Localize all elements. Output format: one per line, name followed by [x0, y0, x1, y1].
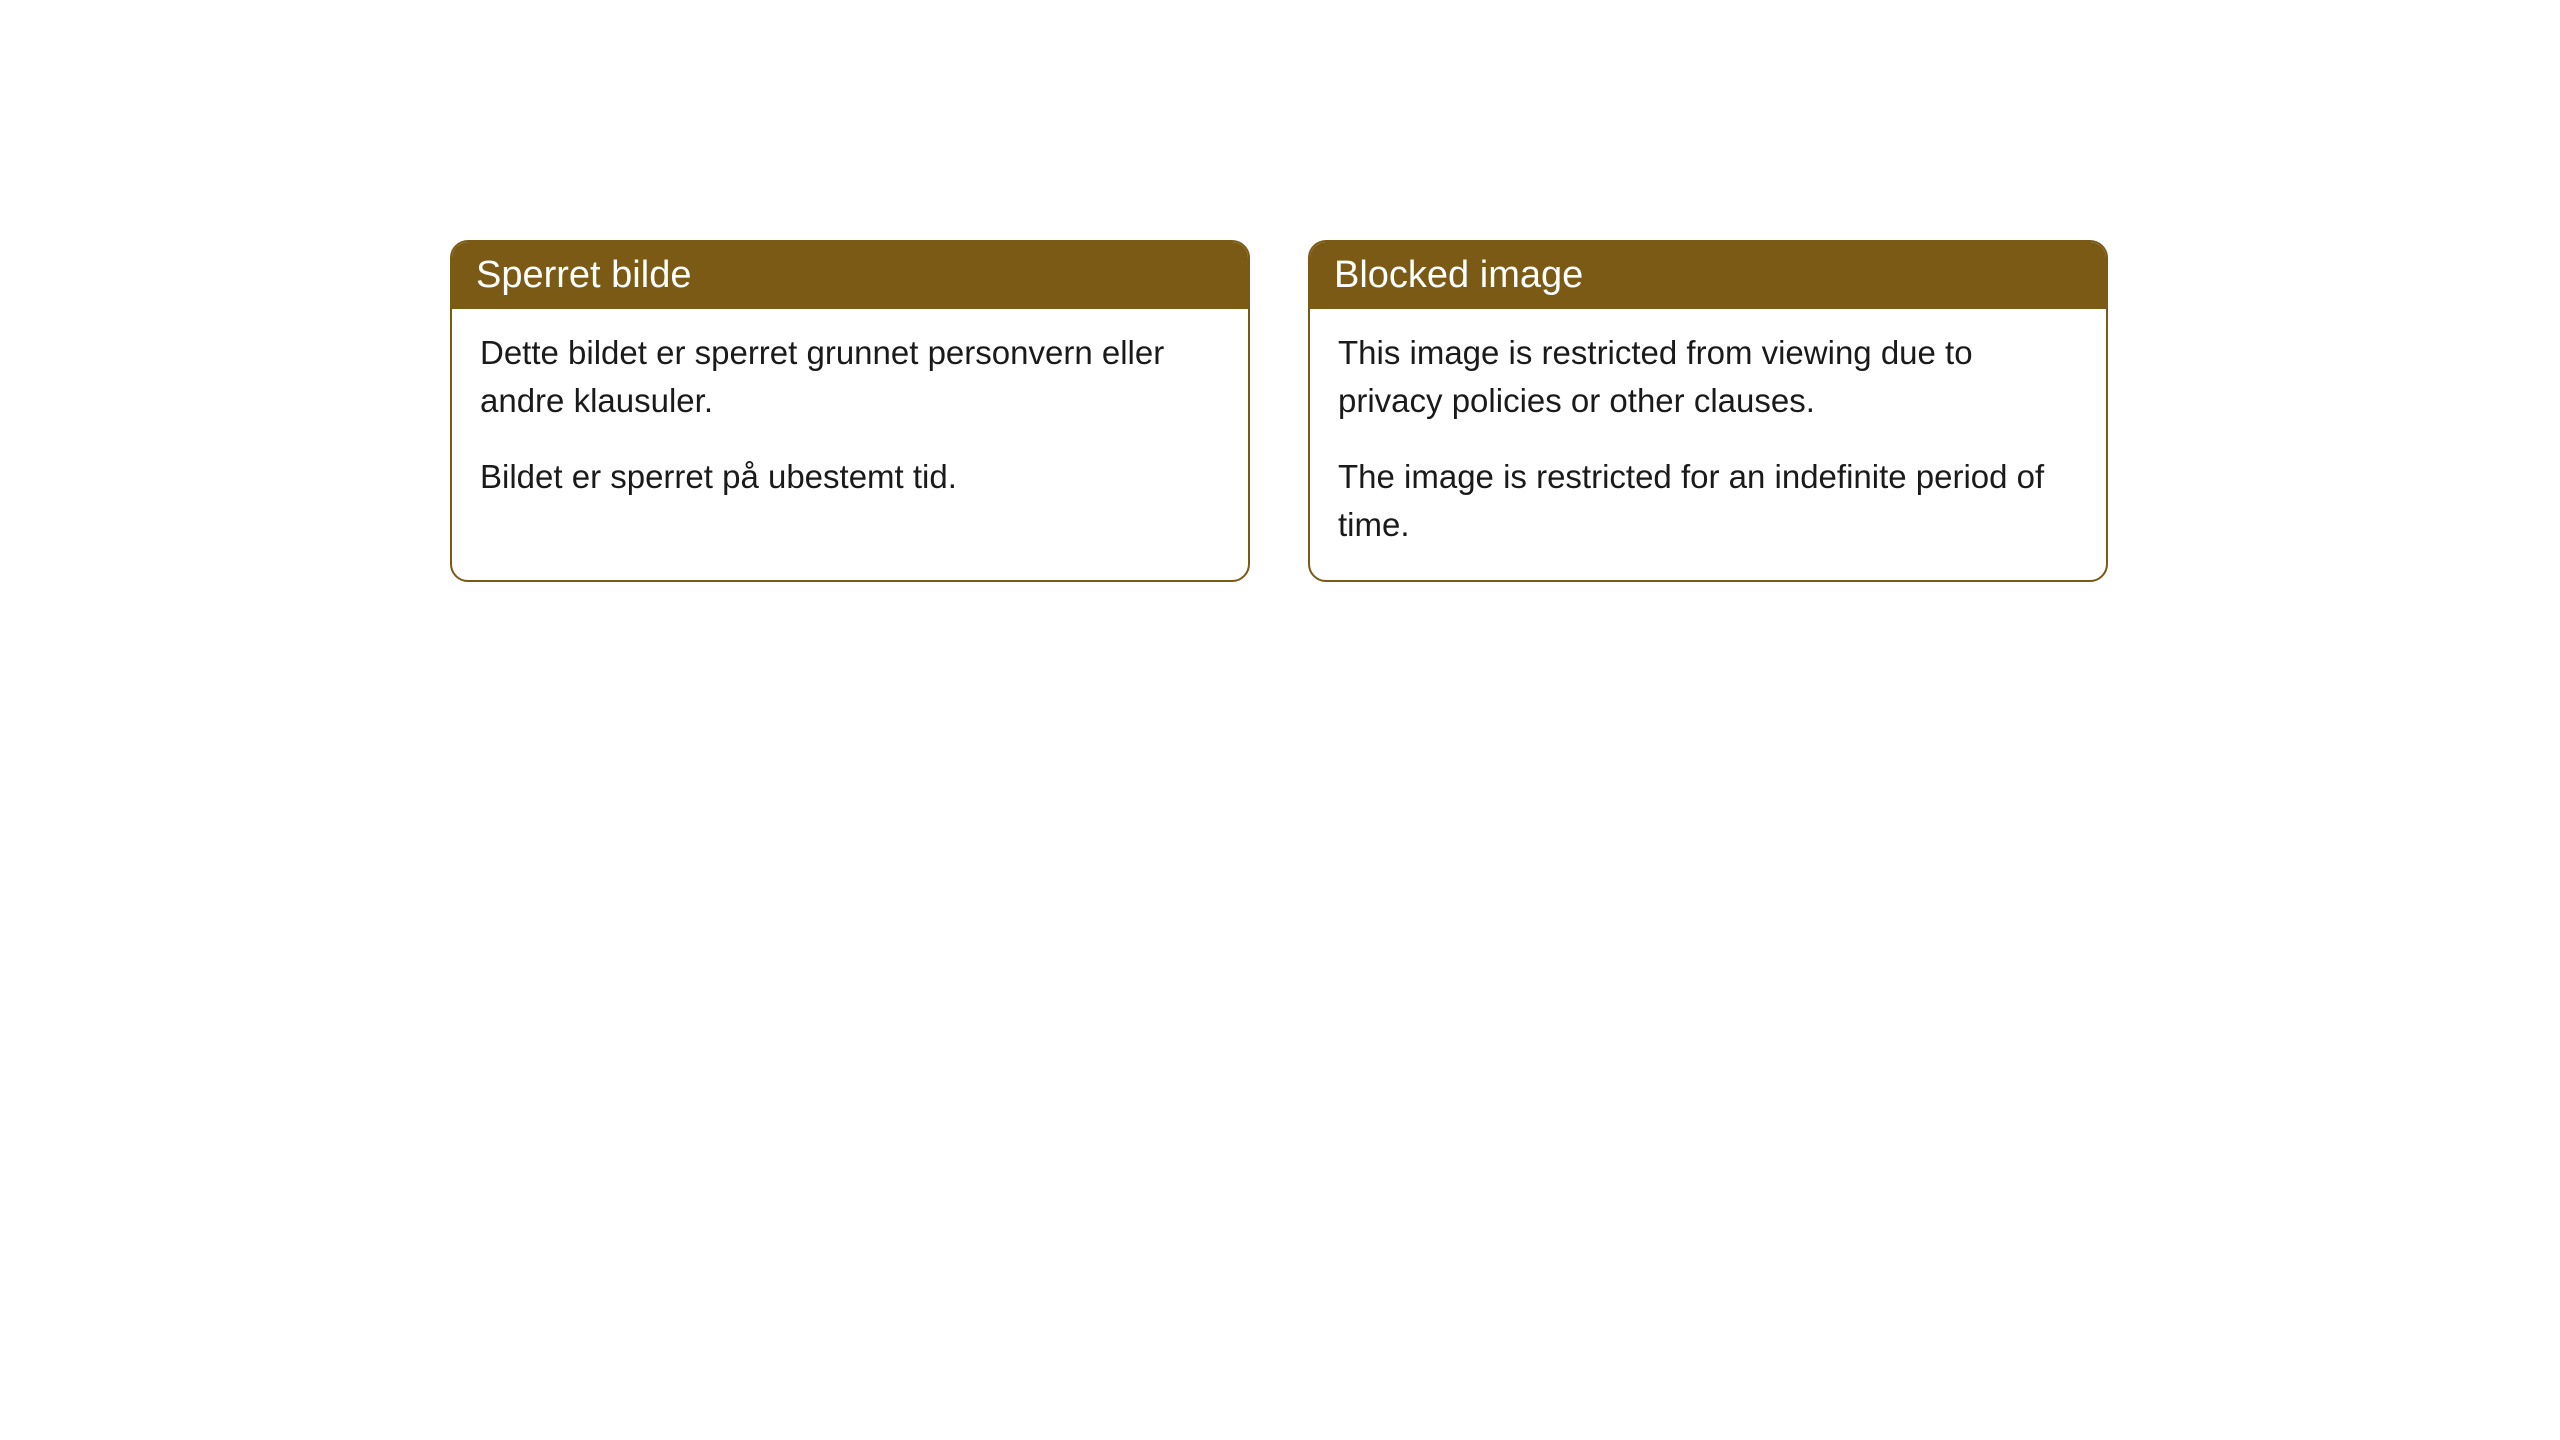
notice-cards-container: Sperret bilde Dette bildet er sperret gr… [450, 240, 2560, 582]
card-paragraph: Bildet er sperret på ubestemt tid. [480, 453, 1220, 501]
card-title: Sperret bilde [476, 254, 691, 296]
card-title: Blocked image [1334, 254, 1583, 296]
card-body: Dette bildet er sperret grunnet personve… [452, 309, 1248, 533]
card-paragraph: The image is restricted for an indefinit… [1338, 453, 2078, 549]
card-paragraph: This image is restricted from viewing du… [1338, 329, 2078, 425]
notice-card-english: Blocked image This image is restricted f… [1308, 240, 2108, 582]
notice-card-norwegian: Sperret bilde Dette bildet er sperret gr… [450, 240, 1250, 582]
card-header: Blocked image [1310, 242, 2106, 309]
card-body: This image is restricted from viewing du… [1310, 309, 2106, 580]
card-header: Sperret bilde [452, 242, 1248, 309]
card-paragraph: Dette bildet er sperret grunnet personve… [480, 329, 1220, 425]
